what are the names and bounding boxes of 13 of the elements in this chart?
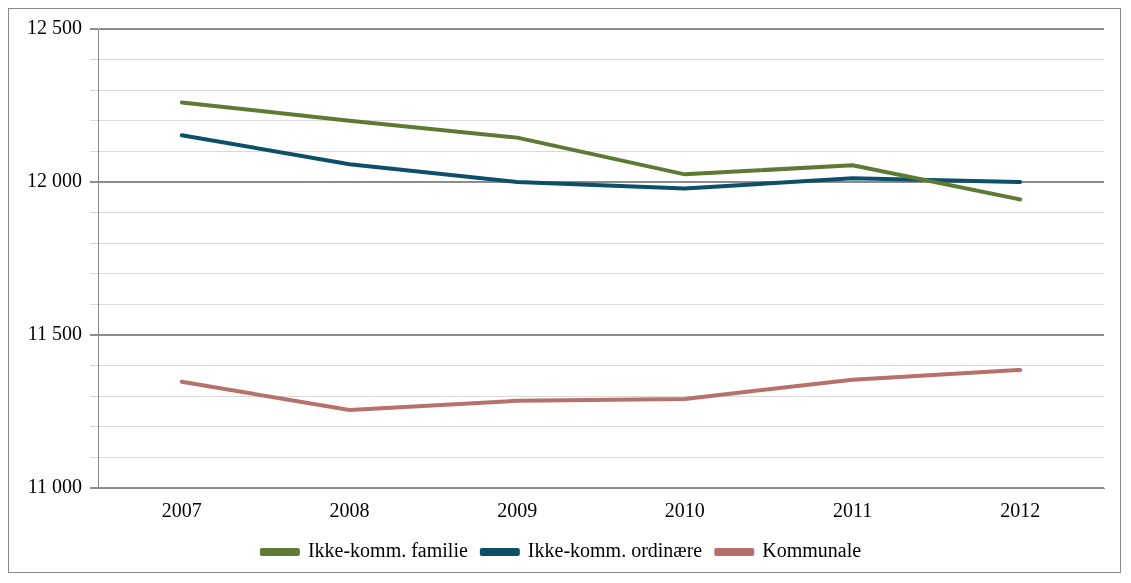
x-tick-label: 2008	[329, 499, 370, 522]
legend-label: Ikke-komm. ordinære	[527, 539, 703, 562]
x-tick-label: 2011	[832, 499, 873, 522]
legend-label: Ikke-komm. familie	[307, 539, 468, 562]
legend-label: Kommunale	[762, 539, 862, 562]
x-tick-label: 2012	[1000, 499, 1041, 522]
x-tick-label: 2009	[497, 499, 538, 522]
y-tick-label: 12 000	[27, 169, 82, 192]
y-tick-label: 12 500	[27, 16, 82, 39]
x-tick-label: 2007	[161, 499, 202, 522]
x-tick-label: 2010	[664, 499, 705, 522]
y-tick-label: 11 000	[27, 475, 82, 498]
y-tick-label: 11 500	[27, 322, 82, 345]
